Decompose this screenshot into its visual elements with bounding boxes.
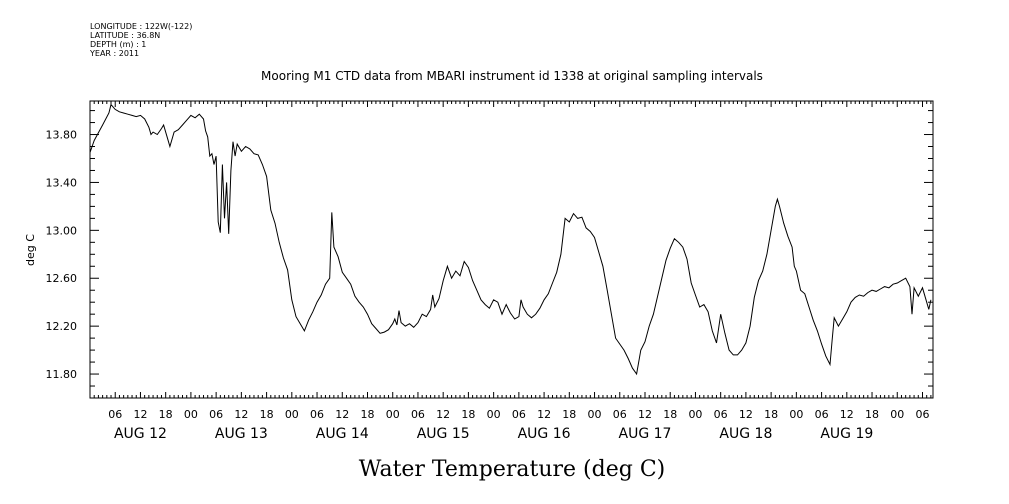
latitude-label: LATITUDE : 36.8N — [90, 31, 160, 40]
x-tick-label: 12 — [537, 408, 551, 421]
x-tick-label: 12 — [840, 408, 854, 421]
series-line-water-temperature — [89, 103, 932, 376]
x-tick-label: 12 — [335, 408, 349, 421]
x-tick-label: 18 — [865, 408, 879, 421]
x-day-label: AUG 19 — [820, 426, 873, 442]
x-axis-title: Water Temperature (deg C) — [359, 457, 666, 482]
x-tick-label: 18 — [461, 408, 475, 421]
x-tick-label: 06 — [310, 408, 324, 421]
x-tick-label: 00 — [890, 408, 904, 421]
x-day-label: AUG 15 — [417, 426, 470, 442]
x-tick-label: 18 — [764, 408, 778, 421]
x-day-label: AUG 13 — [215, 426, 268, 442]
x-tick-label: 18 — [663, 408, 677, 421]
plot-frame — [89, 100, 934, 399]
y-tick-label: 13.80 — [46, 129, 78, 142]
x-day-label: AUG 16 — [518, 426, 571, 442]
x-tick-label: 06 — [411, 408, 425, 421]
y-tick-label: 12.20 — [46, 320, 78, 333]
x-tick-label: 06 — [512, 408, 526, 421]
x-tick-label: 06 — [108, 408, 122, 421]
x-tick-label: 00 — [588, 408, 602, 421]
x-tick-label: 06 — [915, 408, 929, 421]
x-tick-label: 12 — [436, 408, 450, 421]
x-tick-label: 18 — [260, 408, 274, 421]
x-tick-label: 12 — [133, 408, 147, 421]
y-tick-label: 13.40 — [46, 176, 78, 189]
y-tick-label: 13.00 — [46, 224, 78, 237]
x-tick-label: 12 — [638, 408, 652, 421]
x-tick-label: 00 — [789, 408, 803, 421]
y-axis-label: deg C — [24, 234, 37, 266]
year-label: YEAR : 2011 — [89, 49, 139, 58]
x-tick-label: 06 — [714, 408, 728, 421]
x-tick-label: 06 — [815, 408, 829, 421]
x-tick-label: 00 — [487, 408, 501, 421]
x-day-label: AUG 17 — [619, 426, 672, 442]
depth-label: DEPTH (m) : 1 — [90, 40, 146, 49]
x-tick-label: 00 — [184, 408, 198, 421]
x-tick-label: 18 — [562, 408, 576, 421]
x-tick-label: 12 — [234, 408, 248, 421]
x-tick-label: 18 — [360, 408, 374, 421]
x-day-label: AUG 18 — [719, 426, 772, 442]
x-tick-label: 12 — [739, 408, 753, 421]
y-tick-label: 11.80 — [46, 368, 78, 381]
x-tick-label: 00 — [285, 408, 299, 421]
chart-title: Mooring M1 CTD data from MBARI instrumen… — [261, 69, 763, 83]
x-day-label: AUG 12 — [114, 426, 167, 442]
x-tick-label: 18 — [159, 408, 173, 421]
x-day-label: AUG 14 — [316, 426, 369, 442]
longitude-label: LONGITUDE : 122W(-122) — [90, 22, 192, 31]
x-tick-label: 00 — [386, 408, 400, 421]
y-tick-label: 12.60 — [46, 272, 78, 285]
x-tick-label: 00 — [688, 408, 702, 421]
x-tick-label: 06 — [613, 408, 627, 421]
x-tick-label: 06 — [209, 408, 223, 421]
plot-area: 11.80 12.20 12.60 13.00 13.40 13.80 06 12 18 00 06… — [46, 100, 934, 442]
